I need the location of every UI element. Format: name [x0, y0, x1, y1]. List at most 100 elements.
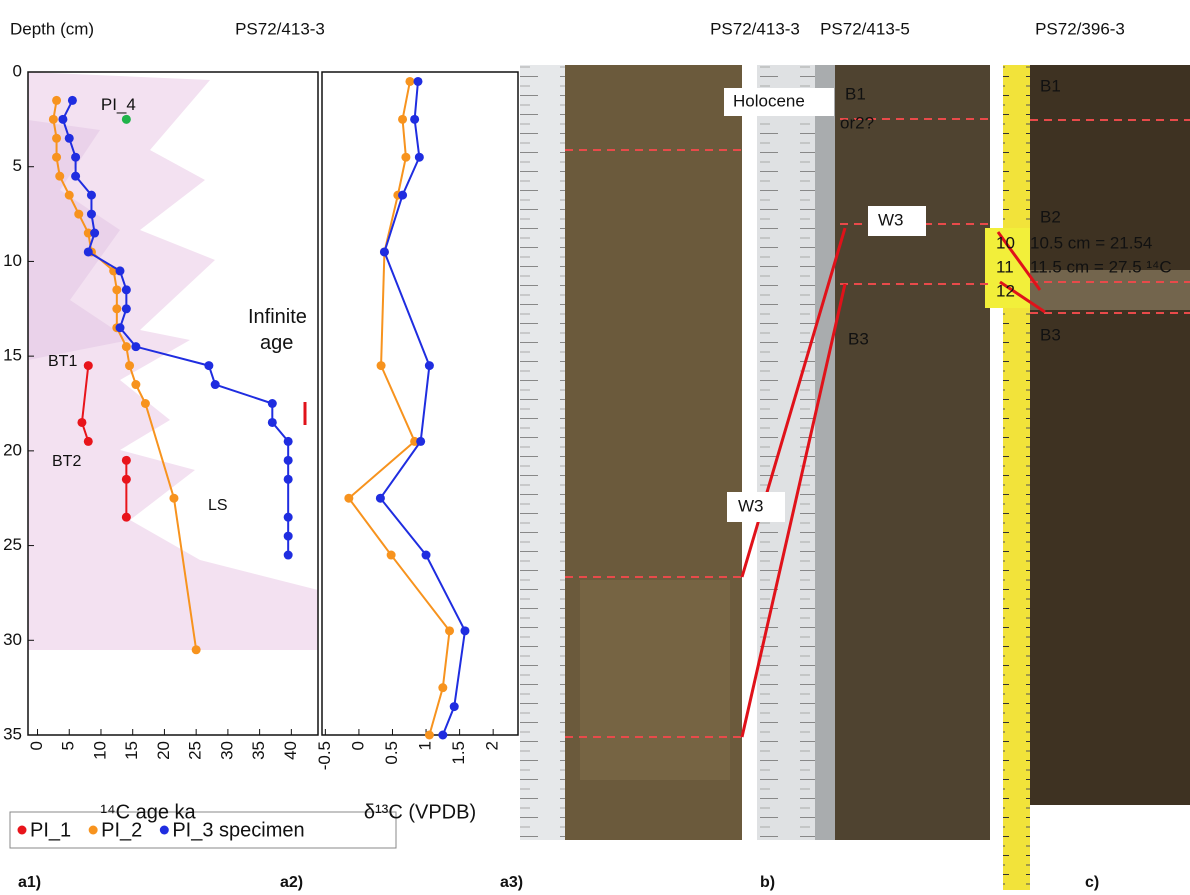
point	[116, 323, 125, 332]
point	[87, 210, 96, 219]
point	[125, 361, 134, 370]
point	[445, 626, 454, 635]
x-tick-label: 10	[90, 741, 109, 760]
y-tick-label: 30	[3, 630, 22, 649]
point	[71, 172, 80, 181]
point	[84, 437, 93, 446]
point	[415, 153, 424, 162]
legend-marker	[160, 826, 169, 835]
point	[268, 399, 277, 408]
point	[122, 456, 131, 465]
legend-marker	[18, 826, 27, 835]
point	[122, 115, 131, 124]
point	[68, 96, 77, 105]
photo-label: W3	[878, 210, 904, 229]
point	[74, 210, 83, 219]
point	[413, 77, 422, 86]
point	[122, 342, 131, 351]
point	[131, 342, 140, 351]
point	[77, 418, 86, 427]
photo-header: PS72/396-3	[1035, 19, 1125, 38]
point	[112, 304, 121, 313]
point	[398, 191, 407, 200]
point	[55, 172, 64, 181]
y-tick-label: 5	[13, 156, 22, 175]
panel-label: a3)	[500, 874, 523, 891]
photo-header: PS72/413-5	[820, 19, 910, 38]
photo-label: B3	[1040, 325, 1061, 344]
point	[52, 96, 61, 105]
point	[52, 153, 61, 162]
photo-label: or2?	[840, 113, 874, 132]
point	[204, 361, 213, 370]
point	[425, 731, 434, 740]
point	[84, 361, 93, 370]
photo-label: B1	[845, 84, 866, 103]
photo-label: B2	[1040, 207, 1061, 226]
y-axis-label: Depth (cm)	[10, 19, 94, 38]
panel-label: c)	[1085, 874, 1099, 891]
point	[141, 399, 150, 408]
legend-label: PI_2	[101, 819, 142, 841]
photo-label: 10	[996, 233, 1015, 252]
point	[90, 229, 99, 238]
plot-frame	[322, 72, 518, 735]
point	[460, 626, 469, 635]
point	[405, 77, 414, 86]
y-tick-label: 0	[13, 61, 22, 80]
series-label: PI_4	[101, 95, 136, 114]
annotation: LS	[208, 497, 228, 514]
point	[398, 115, 407, 124]
point	[438, 731, 447, 740]
point	[387, 551, 396, 560]
point	[192, 645, 201, 654]
x-tick-label: 1.5	[449, 741, 468, 765]
point	[422, 551, 431, 560]
point	[58, 115, 67, 124]
x-tick-label: 0.5	[382, 741, 401, 765]
legend-marker	[89, 826, 98, 835]
x-tick-label: 25	[186, 741, 205, 760]
point	[268, 418, 277, 427]
point	[450, 702, 459, 711]
point	[211, 380, 220, 389]
photo-label: Holocene	[733, 91, 805, 110]
point	[377, 361, 386, 370]
core-photo	[1030, 65, 1190, 805]
point	[284, 513, 293, 522]
y-tick-label: 20	[3, 440, 22, 459]
annotation: BT1	[48, 353, 77, 370]
x-tick-label: 1	[416, 741, 435, 750]
photo-label: W3	[738, 496, 764, 515]
x-tick-label: -0.5	[315, 741, 334, 770]
point	[284, 437, 293, 446]
photo-header: PS72/413-3	[710, 19, 800, 38]
panel-label: a1)	[18, 874, 41, 891]
point	[122, 304, 131, 313]
x-tick-label: 5	[59, 741, 78, 750]
point	[425, 361, 434, 370]
y-tick-label: 25	[3, 535, 22, 554]
panel-label: b)	[760, 874, 775, 891]
photo-label: B3	[848, 329, 869, 348]
point	[416, 437, 425, 446]
photo-label: 11.5 cm = 27.5 ¹⁴C	[1030, 257, 1172, 276]
liner	[815, 65, 835, 840]
point	[284, 456, 293, 465]
point	[131, 380, 140, 389]
x-tick-label: 20	[154, 741, 173, 760]
point	[52, 134, 61, 143]
point	[71, 153, 80, 162]
x-tick-label: 15	[122, 741, 141, 760]
panel-label: a2)	[280, 874, 303, 891]
point	[116, 266, 125, 275]
point	[376, 494, 385, 503]
point	[65, 134, 74, 143]
point	[410, 115, 419, 124]
y-tick-label: 10	[3, 251, 22, 270]
point	[284, 532, 293, 541]
photo-label: 12	[996, 281, 1015, 300]
x-tick-label: 40	[281, 741, 300, 760]
annotation: BT2	[52, 453, 81, 470]
